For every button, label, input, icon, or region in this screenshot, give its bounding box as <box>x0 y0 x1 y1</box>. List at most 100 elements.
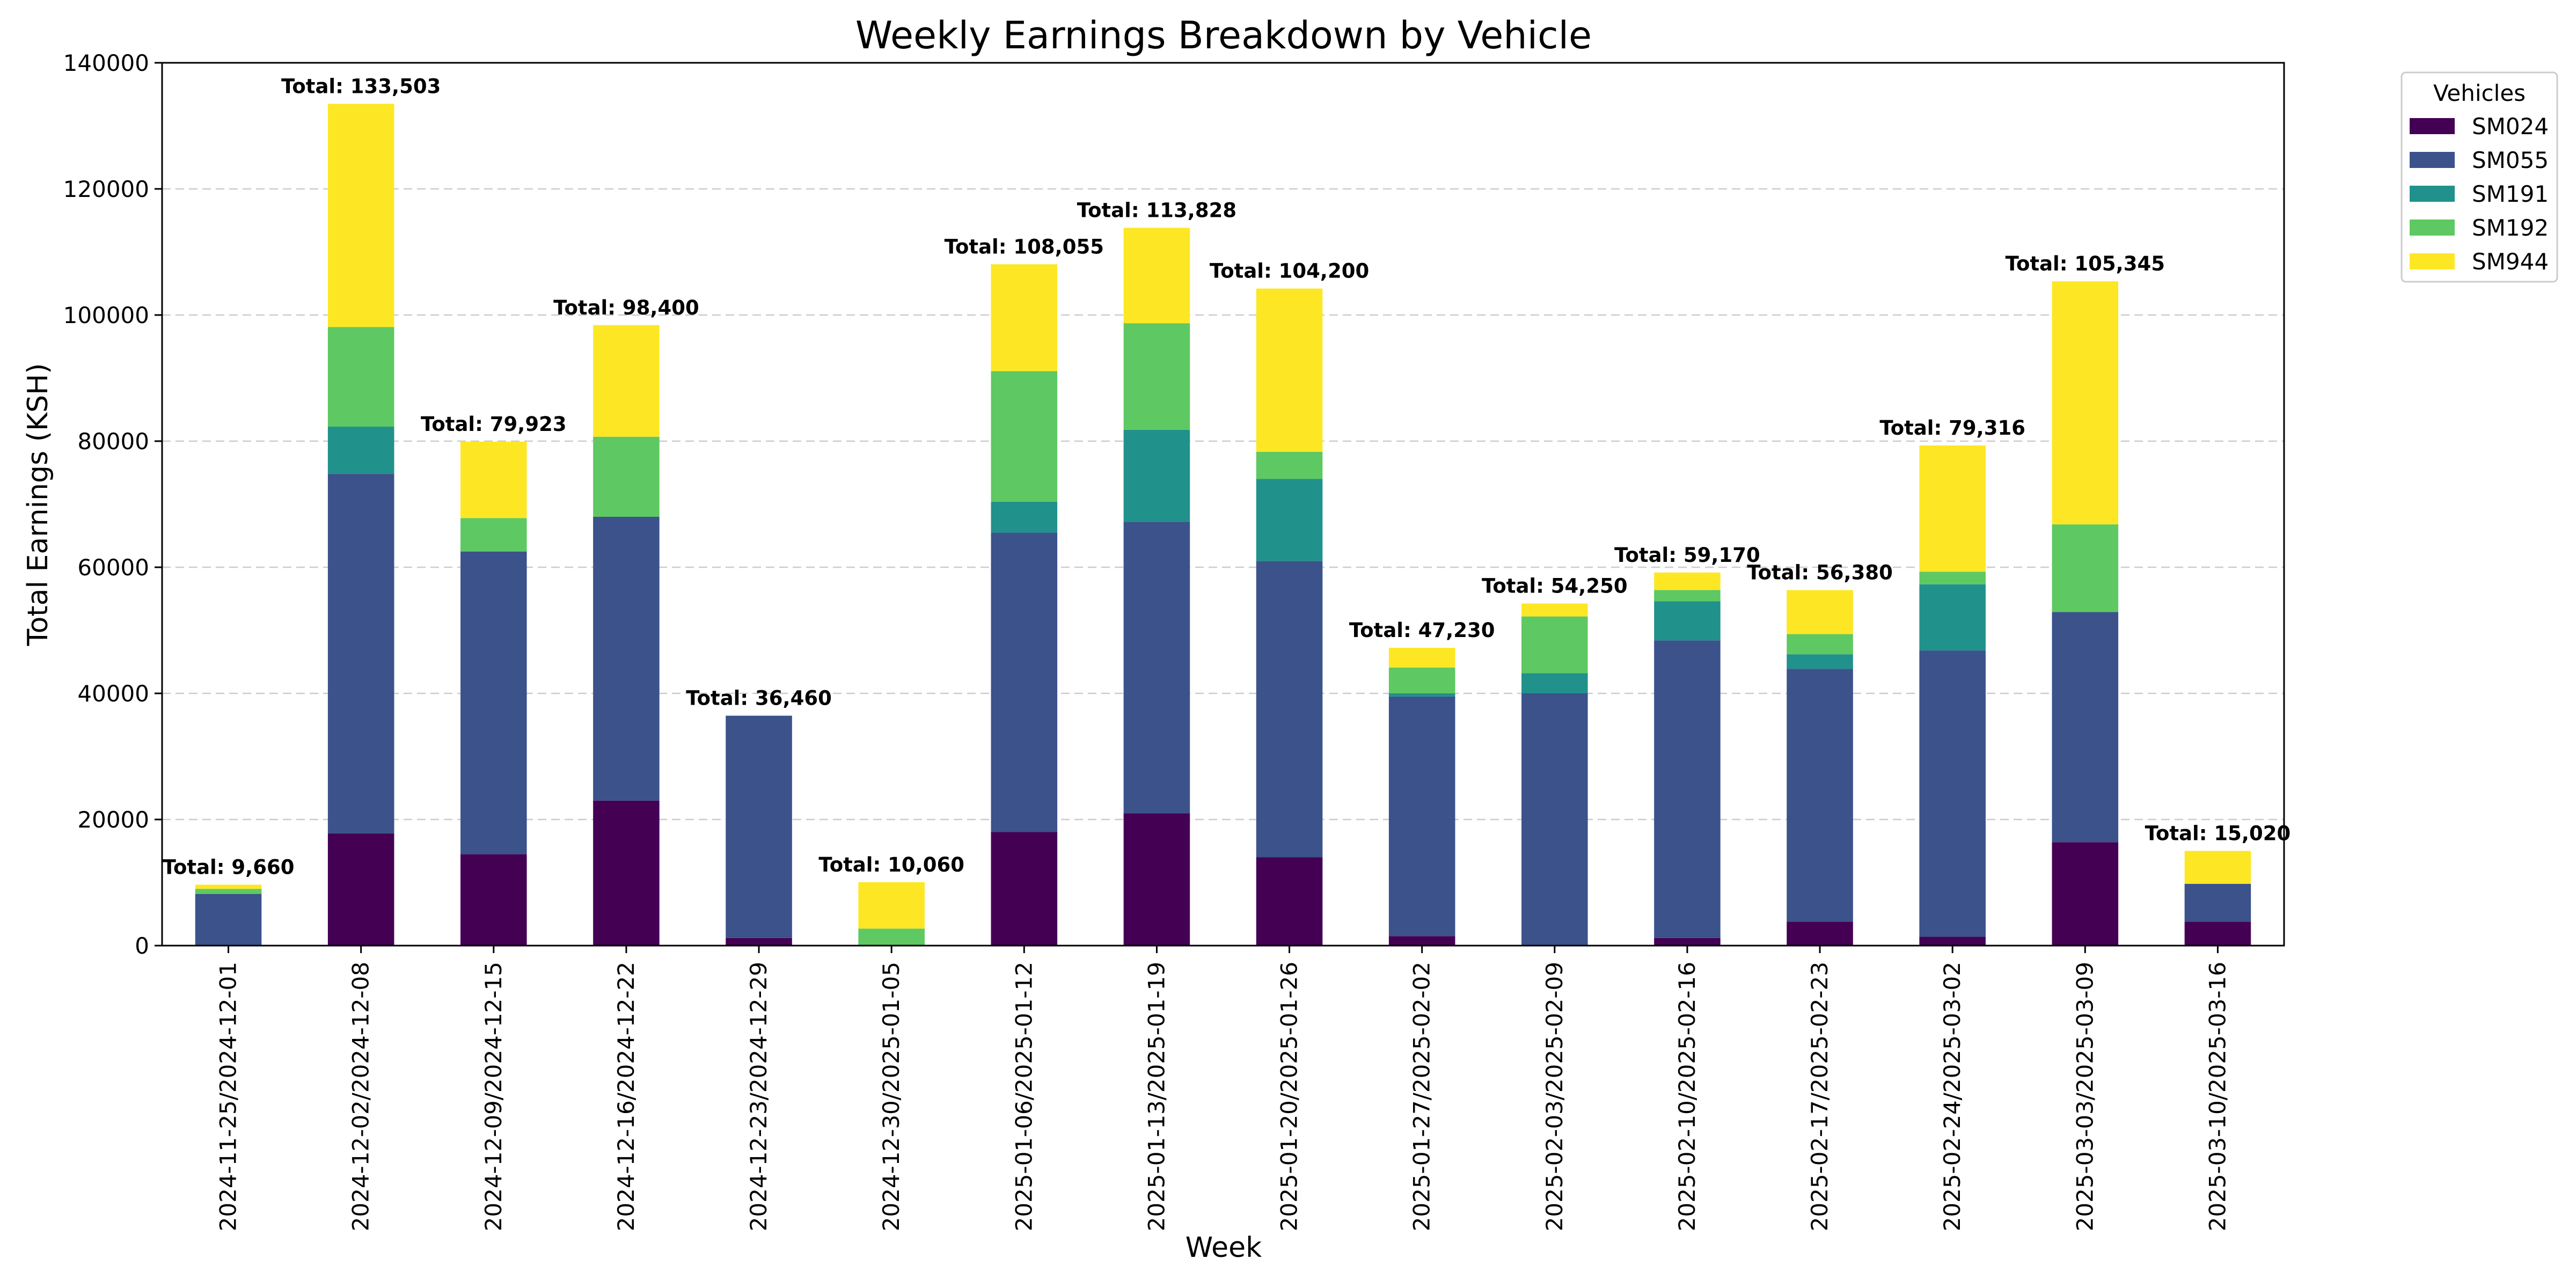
bar-segment-sm055 <box>593 517 660 801</box>
bar-segment-sm944 <box>593 325 660 437</box>
x-tick-label: 2025-02-03/2025-02-09 <box>1541 962 1568 1231</box>
bar-segment-sm192 <box>1654 590 1721 602</box>
x-tick-label: 2025-01-27/2025-02-02 <box>1409 962 1435 1231</box>
bar-segment-sm024 <box>726 938 792 946</box>
bar-segment-sm055 <box>460 551 527 854</box>
x-tick-label: 2024-12-02/2024-12-08 <box>348 962 374 1231</box>
total-label: Total: 15,020 <box>2145 822 2291 845</box>
bar-segment-sm192 <box>195 889 262 894</box>
y-tick-labels: 0 20000 40000 60000 80000 100000 120000 140000 <box>63 50 149 959</box>
bar-segment-sm024 <box>1919 936 1986 946</box>
bar-segment-sm944 <box>1521 603 1588 617</box>
bar-segment-sm192 <box>991 371 1058 502</box>
bar-segment-sm055 <box>1654 640 1721 938</box>
x-tick-label: 2025-01-13/2025-01-19 <box>1143 962 1169 1231</box>
total-label: Total: 9,660 <box>163 855 295 879</box>
bar-segment-sm024 <box>991 832 1058 946</box>
bars <box>195 104 2251 946</box>
bar-segment-sm192 <box>327 327 394 427</box>
bar-segment-sm192 <box>1388 667 1455 693</box>
bar-segment-sm192 <box>1123 323 1190 430</box>
x-tick-label: 2024-12-23/2024-12-29 <box>745 962 772 1231</box>
x-axis-label: Week <box>1185 1232 1262 1264</box>
bar-segment-sm192 <box>1919 572 1986 584</box>
x-tick-label: 2025-02-10/2025-02-16 <box>1674 962 1700 1231</box>
bar-segment-sm024 <box>1388 936 1455 946</box>
bar-segment-sm024 <box>460 854 527 946</box>
bar-segment-sm055 <box>1256 561 1323 858</box>
legend-title: Vehicles <box>2433 80 2526 106</box>
total-label: Total: 104,200 <box>1210 260 1369 283</box>
y-tick-label: 0 <box>135 933 149 959</box>
y-axis-label: Total Earnings (KSH) <box>22 363 54 647</box>
bar-segment-sm944 <box>1123 228 1190 324</box>
bar-segment-sm055 <box>1388 696 1455 936</box>
bar-segment-sm944 <box>327 104 394 327</box>
bar-segment-sm191 <box>327 426 394 474</box>
bar-segment-sm944 <box>195 884 262 889</box>
bar-segment-sm192 <box>460 518 527 552</box>
bar-segment-sm191 <box>1388 693 1455 697</box>
bar-segment-sm944 <box>1787 590 1853 634</box>
bar-segment-sm024 <box>593 800 660 946</box>
legend-swatch-sm191 <box>2410 186 2455 202</box>
x-tick-label: 2025-02-17/2025-02-23 <box>1806 962 1833 1231</box>
bar-segment-sm944 <box>1654 572 1721 590</box>
bar-segment-sm192 <box>593 436 660 517</box>
y-tick-label: 140000 <box>63 50 149 76</box>
x-tick-label: 2025-01-20/2025-01-26 <box>1276 962 1302 1231</box>
bar-segment-sm191 <box>1919 584 1986 651</box>
bar-segment-sm024 <box>1787 921 1853 946</box>
total-label: Total: 79,316 <box>1879 416 2025 440</box>
bar-segment-sm191 <box>1123 429 1190 522</box>
bar-segment-sm191 <box>1256 479 1323 561</box>
bar-segment-sm192 <box>2052 524 2119 612</box>
y-tick-label: 60000 <box>77 554 149 581</box>
legend-swatch-sm944 <box>2410 253 2455 269</box>
total-label: Total: 36,460 <box>686 687 832 710</box>
bar-segment-sm944 <box>1919 445 1986 572</box>
total-label: Total: 10,060 <box>818 853 964 876</box>
bar-segment-sm024 <box>2184 921 2251 946</box>
bar-segment-sm944 <box>858 882 925 929</box>
total-label: Total: 59,170 <box>1614 544 1760 567</box>
bar-segment-sm055 <box>1123 522 1190 814</box>
x-tick-label: 2024-12-09/2024-12-15 <box>480 962 507 1231</box>
bar-segment-sm055 <box>2184 883 2251 922</box>
bar-segment-sm024 <box>2052 842 2119 946</box>
legend: Vehicles SM024 SM055 SM191 SM192 SM944 <box>2401 71 2558 283</box>
legend-swatch-sm192 <box>2410 219 2455 236</box>
bar-segment-sm055 <box>2052 612 2119 843</box>
total-label: Total: 108,055 <box>945 235 1104 258</box>
bar-segment-sm024 <box>1654 938 1721 946</box>
bar-segment-sm192 <box>1521 616 1588 674</box>
bar-segment-sm055 <box>991 532 1058 832</box>
total-label: Total: 47,230 <box>1349 619 1495 642</box>
total-label: Total: 105,345 <box>2006 252 2165 275</box>
bar-segment-sm024 <box>1256 857 1323 946</box>
bar-segment-sm192 <box>858 928 925 946</box>
bar-segment-sm192 <box>1256 451 1323 479</box>
legend-label-sm192: SM192 <box>2472 215 2549 241</box>
total-label: Total: 113,828 <box>1077 199 1236 222</box>
legend-swatch-sm024 <box>2410 118 2455 134</box>
x-tick-labels: 2024-11-25/2024-12-01 2024-12-02/2024-12-… <box>215 962 2231 1231</box>
legend-swatch-sm055 <box>2410 152 2455 168</box>
bar-segment-sm024 <box>1123 813 1190 946</box>
total-label: Total: 133,503 <box>281 75 441 98</box>
y-tick-label: 20000 <box>77 807 149 833</box>
total-label: Total: 56,380 <box>1747 561 1893 584</box>
bar-segment-sm191 <box>1787 654 1853 669</box>
bar-segment-sm055 <box>1787 669 1853 922</box>
bar-segment-sm191 <box>1521 673 1588 693</box>
legend-label-sm191: SM191 <box>2472 181 2549 207</box>
total-label: Total: 79,923 <box>421 413 567 436</box>
bar-segment-sm055 <box>1521 693 1588 946</box>
bar-segment-sm944 <box>2184 851 2251 884</box>
y-tick-label: 100000 <box>63 302 149 328</box>
y-tick-label: 120000 <box>63 176 149 202</box>
x-tick-label: 2025-03-10/2025-03-16 <box>2204 962 2230 1231</box>
legend-items: SM024 SM055 SM191 SM192 SM944 <box>2410 113 2549 275</box>
x-tick-label: 2024-11-25/2024-12-01 <box>215 962 241 1231</box>
